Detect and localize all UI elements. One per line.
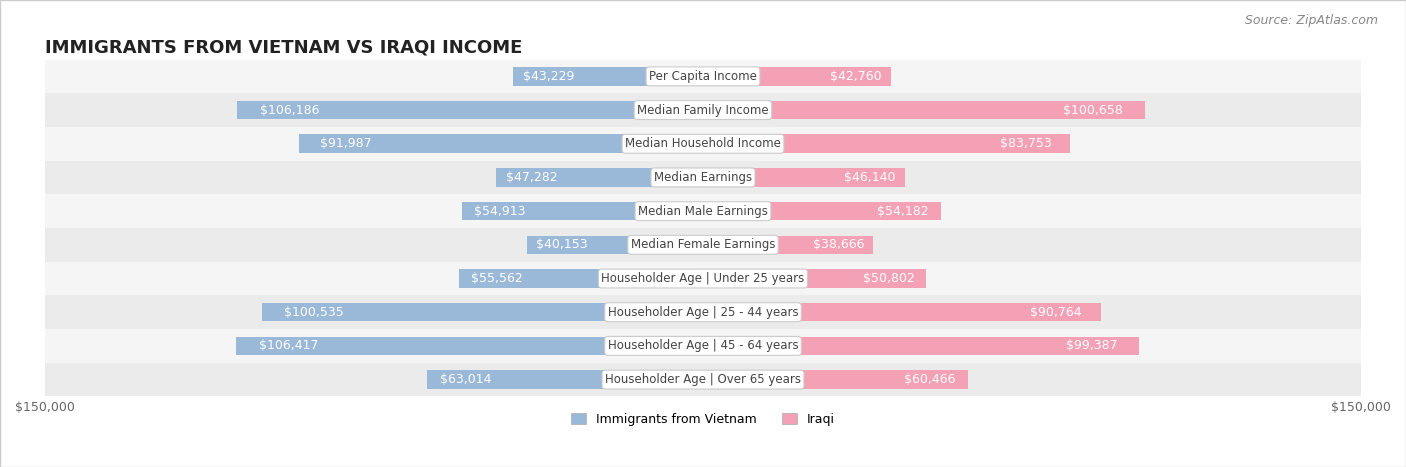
Bar (45, 262, 1361, 295)
Text: $42,760: $42,760 (830, 70, 882, 83)
Bar (703, 101, 1144, 120)
Bar (45, 329, 1361, 363)
Text: $54,913: $54,913 (474, 205, 526, 218)
Text: $54,182: $54,182 (877, 205, 929, 218)
Text: Householder Age | Over 65 years: Householder Age | Over 65 years (605, 373, 801, 386)
Text: $46,140: $46,140 (844, 171, 896, 184)
Bar (45, 228, 1361, 262)
Text: $63,014: $63,014 (440, 373, 492, 386)
Text: Householder Age | Under 25 years: Householder Age | Under 25 years (602, 272, 804, 285)
Text: Source: ZipAtlas.com: Source: ZipAtlas.com (1244, 14, 1378, 27)
Bar (299, 134, 703, 153)
Text: $106,186: $106,186 (260, 104, 321, 117)
Text: Per Capita Income: Per Capita Income (650, 70, 756, 83)
Bar (513, 67, 703, 85)
Text: $40,153: $40,153 (536, 238, 588, 251)
Bar (703, 134, 1070, 153)
Bar (703, 269, 927, 288)
Legend: Immigrants from Vietnam, Iraqi: Immigrants from Vietnam, Iraqi (567, 408, 839, 431)
Bar (45, 363, 1361, 396)
Text: $106,417: $106,417 (260, 340, 319, 353)
Bar (703, 337, 1139, 355)
Text: Median Male Earnings: Median Male Earnings (638, 205, 768, 218)
Text: $91,987: $91,987 (319, 137, 371, 150)
Text: $43,229: $43,229 (523, 70, 574, 83)
Text: Householder Age | 25 - 44 years: Householder Age | 25 - 44 years (607, 306, 799, 318)
Bar (703, 303, 1101, 321)
Bar (703, 370, 969, 389)
Bar (703, 235, 873, 254)
Text: $50,802: $50,802 (863, 272, 915, 285)
Bar (460, 269, 703, 288)
Bar (45, 194, 1361, 228)
Text: Median Earnings: Median Earnings (654, 171, 752, 184)
Text: Householder Age | 45 - 64 years: Householder Age | 45 - 64 years (607, 340, 799, 353)
Text: $55,562: $55,562 (471, 272, 523, 285)
Bar (45, 295, 1361, 329)
Bar (45, 127, 1361, 161)
Bar (703, 168, 905, 187)
Bar (703, 67, 890, 85)
Bar (426, 370, 703, 389)
Text: IMMIGRANTS FROM VIETNAM VS IRAQI INCOME: IMMIGRANTS FROM VIETNAM VS IRAQI INCOME (45, 39, 522, 57)
Bar (45, 93, 1361, 127)
Bar (262, 303, 703, 321)
Text: $47,282: $47,282 (506, 171, 558, 184)
Text: Median Family Income: Median Family Income (637, 104, 769, 117)
Text: $100,535: $100,535 (284, 306, 343, 318)
Bar (495, 168, 703, 187)
Text: $90,764: $90,764 (1029, 306, 1081, 318)
Text: $60,466: $60,466 (904, 373, 955, 386)
Bar (236, 337, 703, 355)
Text: Median Household Income: Median Household Income (626, 137, 780, 150)
Text: $100,658: $100,658 (1063, 104, 1122, 117)
Bar (45, 161, 1361, 194)
Bar (463, 202, 703, 220)
Bar (527, 235, 703, 254)
Bar (238, 101, 703, 120)
Text: Median Female Earnings: Median Female Earnings (631, 238, 775, 251)
Bar (703, 202, 941, 220)
Bar (45, 59, 1361, 93)
Text: $38,666: $38,666 (813, 238, 865, 251)
Text: $99,387: $99,387 (1066, 340, 1118, 353)
Text: $83,753: $83,753 (1000, 137, 1052, 150)
